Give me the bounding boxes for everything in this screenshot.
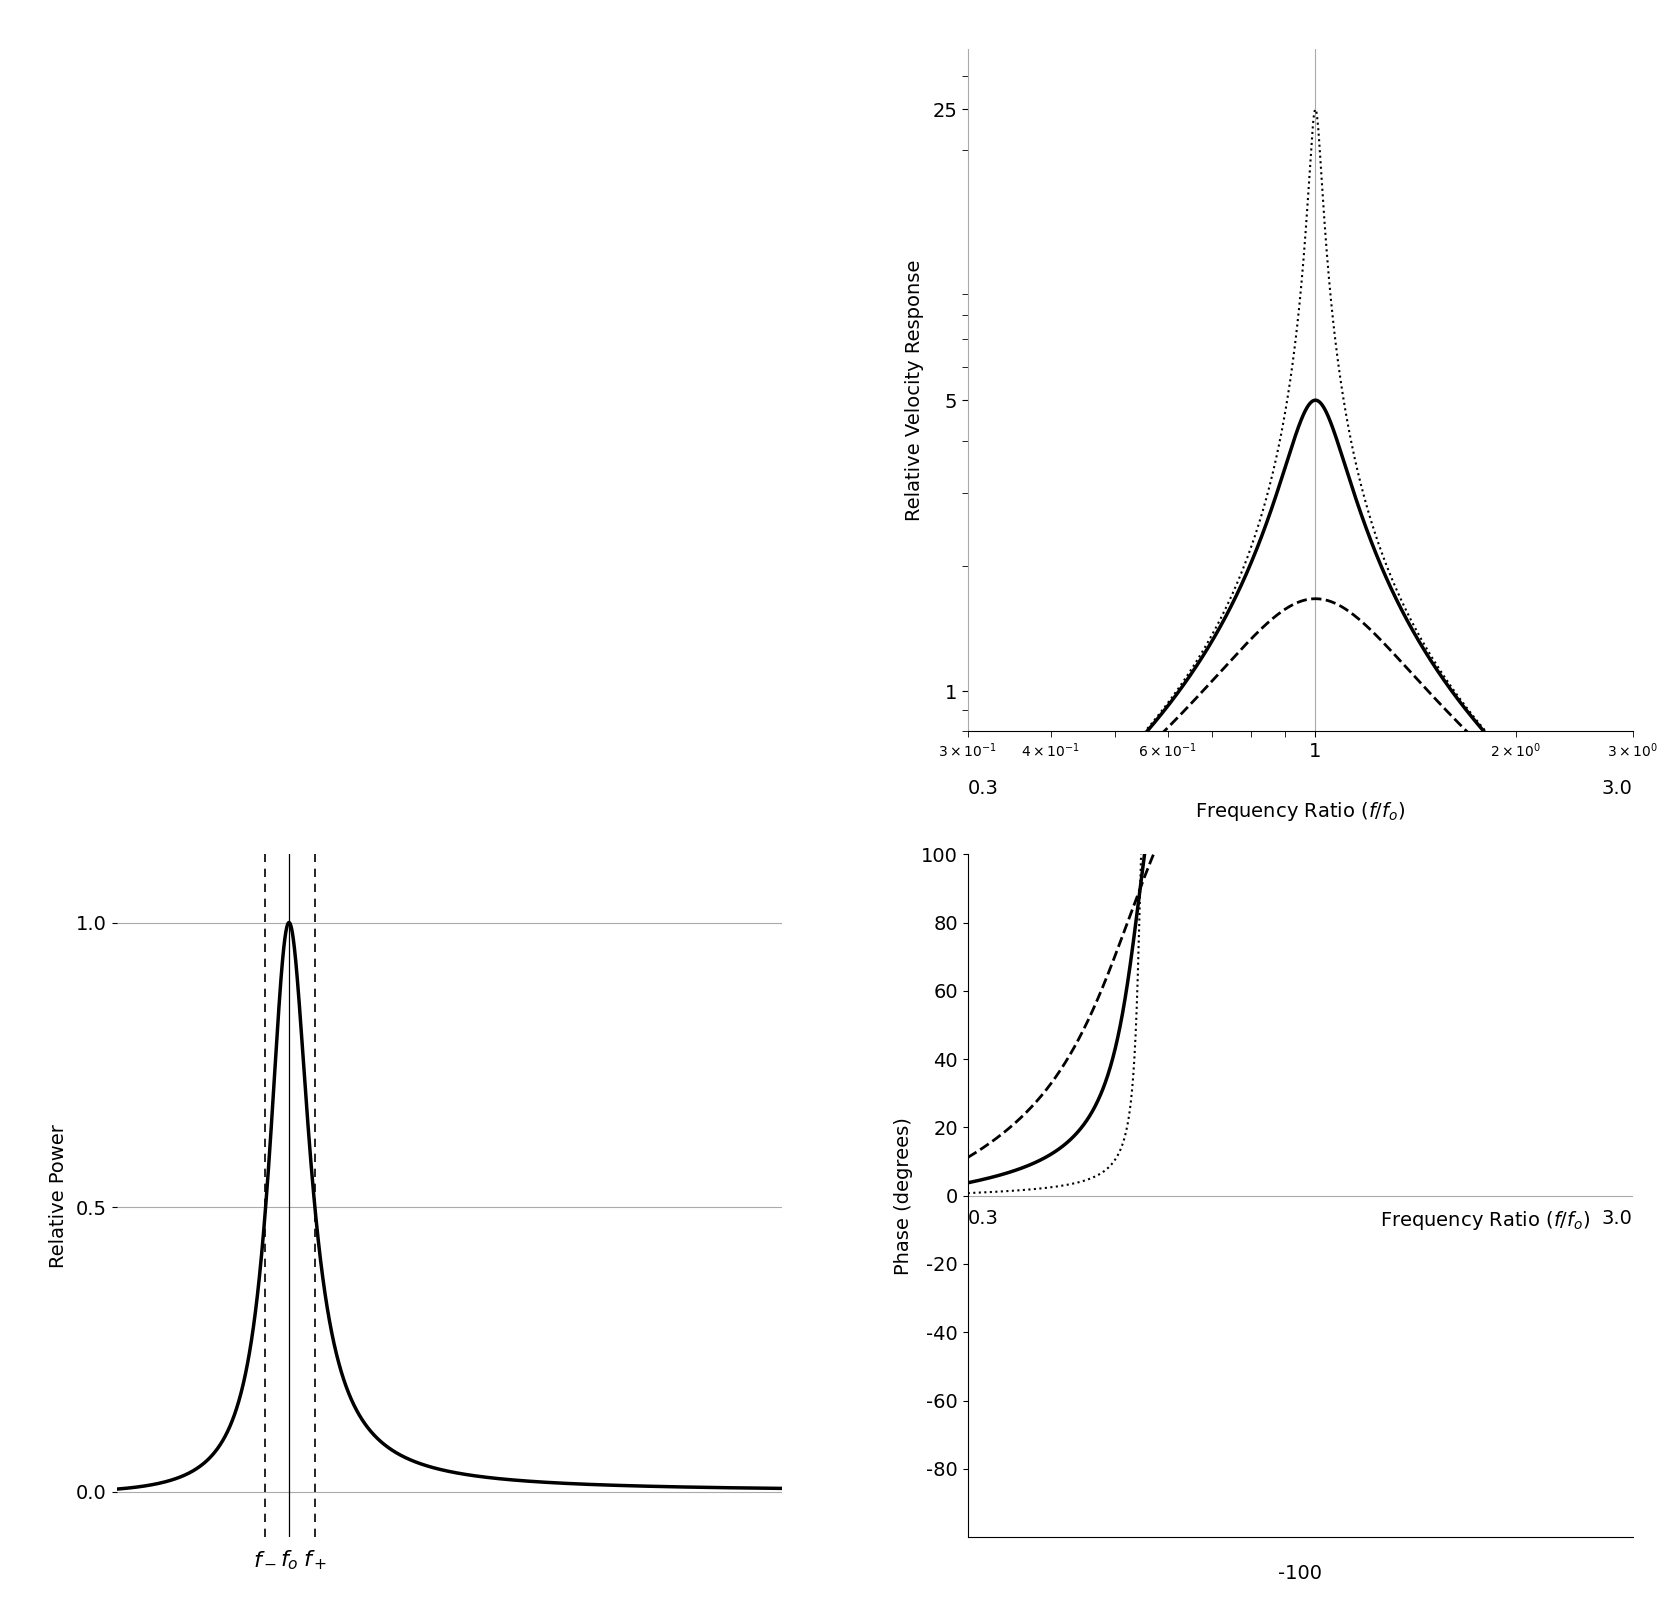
Text: $f_o$: $f_o$ <box>280 1548 298 1573</box>
Y-axis label: Relative Velocity Response: Relative Velocity Response <box>905 259 925 521</box>
Text: -100: -100 <box>1278 1565 1323 1584</box>
Text: $f_+$: $f_+$ <box>303 1548 327 1573</box>
Text: Frequency Ratio ($f/f_o$): Frequency Ratio ($f/f_o$) <box>1379 1209 1591 1233</box>
Y-axis label: Relative Power: Relative Power <box>48 1125 68 1267</box>
Text: 3.0: 3.0 <box>1601 1209 1633 1228</box>
Text: 0.3: 0.3 <box>968 1209 998 1228</box>
Text: Frequency Ratio ($f/f_o$): Frequency Ratio ($f/f_o$) <box>1195 799 1406 822</box>
Y-axis label: Phase (degrees): Phase (degrees) <box>895 1116 913 1275</box>
Text: $f_-$: $f_-$ <box>253 1548 278 1568</box>
Text: 0.3: 0.3 <box>968 780 998 798</box>
Text: 3.0: 3.0 <box>1601 780 1633 798</box>
